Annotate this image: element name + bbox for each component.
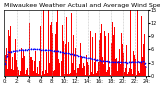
- Text: Milwaukee Weather Actual and Average Wind Speed by Minute mph (Last 24 Hours): Milwaukee Weather Actual and Average Win…: [4, 3, 160, 8]
